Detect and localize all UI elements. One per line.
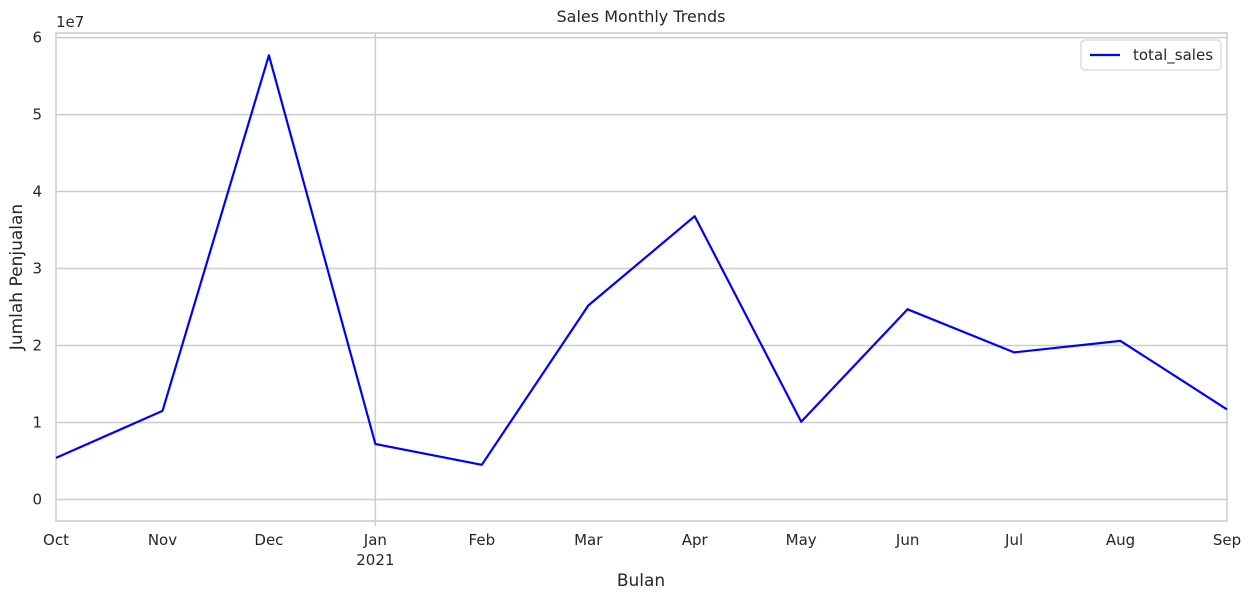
series-line-total-sales [55, 54, 1228, 466]
x-tick-label: Mar [574, 531, 603, 549]
x-tick-label: Aug [1106, 531, 1135, 549]
x-tick-label: May [786, 531, 817, 549]
y-tick-label: 2 [32, 337, 42, 355]
y-tick-label: 4 [32, 183, 42, 201]
y-tick-label: 1 [32, 413, 42, 431]
plot-area-frame [55, 32, 1228, 522]
grid-lines [56, 33, 1227, 521]
x-tick-label: Jan [363, 531, 387, 549]
x-tick-label: Sep [1213, 531, 1241, 549]
x-tick-label: Jun [895, 531, 919, 549]
y-tick-label: 6 [32, 29, 42, 47]
y-tick-label: 3 [32, 260, 42, 278]
series-lines [55, 54, 1228, 466]
x-tick-label: Feb [469, 531, 496, 549]
x-tick-labels: Oct Nov Dec Jan 2021 Feb Mar Apr May Jun Jul Aug Sep [43, 521, 1241, 569]
x-tick-label: Nov [148, 531, 177, 549]
x-tick-label: Jul [1004, 531, 1023, 549]
chart-title: Sales Monthly Trends [557, 7, 726, 26]
y-tick-labels: 0 1 2 3 4 5 6 [32, 29, 42, 509]
y-axis-label: Jumlah Penjualan [7, 204, 27, 351]
y-tick-label: 0 [32, 490, 42, 508]
x-tick-label: Dec [254, 531, 283, 549]
legend-label-total-sales: total_sales [1133, 46, 1213, 65]
legend: total_sales [1080, 39, 1222, 71]
x-year-label: 2021 [356, 551, 394, 569]
y-tick-label: 5 [32, 106, 42, 124]
x-tick-label: Apr [682, 531, 709, 549]
x-tick-label: Oct [43, 531, 69, 549]
x-axis-label: Bulan [617, 571, 665, 591]
legend-box [1080, 39, 1222, 71]
y-offset-label: 1e7 [56, 13, 84, 31]
